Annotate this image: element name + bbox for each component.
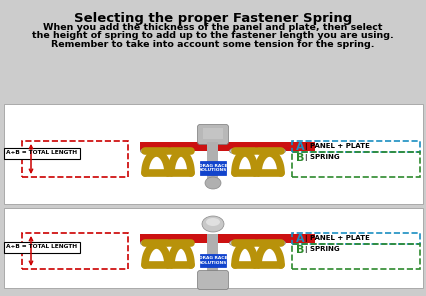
Text: B: B [295,153,304,163]
Bar [291,244,419,269]
Ellipse shape [205,218,219,226]
Bar [140,142,314,151]
Ellipse shape [140,149,149,154]
Text: | SPRING: | SPRING [304,154,339,161]
Text: A: A [295,142,304,152]
Bar [202,128,222,139]
Text: DRAG RACE
SOLUTIONS: DRAG RACE SOLUTIONS [198,256,227,265]
Ellipse shape [229,149,238,154]
Text: Selecting the proper Fastener Spring: Selecting the proper Fastener Spring [74,12,351,25]
Bar [291,152,419,177]
Text: | SPRING: | SPRING [304,246,339,253]
Ellipse shape [229,240,238,245]
Text: When you add the thickness of the panel and plate, then select: When you add the thickness of the panel … [43,23,382,32]
Ellipse shape [164,149,173,154]
Bar [22,233,128,269]
Text: | PANEL + PLATE: | PANEL + PLATE [304,143,369,150]
Ellipse shape [201,216,224,232]
Text: DRAG RACE
SOLUTIONS: DRAG RACE SOLUTIONS [198,164,227,172]
Ellipse shape [140,240,149,245]
Bar [199,254,225,267]
Bar [4,208,422,288]
Ellipse shape [164,240,173,245]
Ellipse shape [276,240,285,245]
Text: A: A [295,234,304,244]
Bar [4,104,422,204]
Text: A+B = TOTAL LENGTH: A+B = TOTAL LENGTH [6,244,78,250]
Bar [140,234,314,243]
Bar [207,234,218,273]
Text: | PANEL + PLATE: | PANEL + PLATE [304,235,369,242]
Bar [22,141,128,177]
FancyBboxPatch shape [197,125,228,144]
Ellipse shape [204,177,221,189]
Text: B: B [295,245,304,255]
Text: Remember to take into account some tension for the spring.: Remember to take into account some tensi… [51,40,374,49]
Bar [199,161,225,175]
Bar [4,242,80,252]
Ellipse shape [276,149,285,154]
Bar [291,233,419,244]
Bar [207,142,218,181]
FancyBboxPatch shape [197,271,228,289]
Text: the height of spring to add up to the fastener length you are using.: the height of spring to add up to the fa… [32,31,393,40]
Bar [291,141,419,152]
Bar [4,147,80,158]
Text: A+B = TOTAL LENGTH: A+B = TOTAL LENGTH [6,150,78,155]
